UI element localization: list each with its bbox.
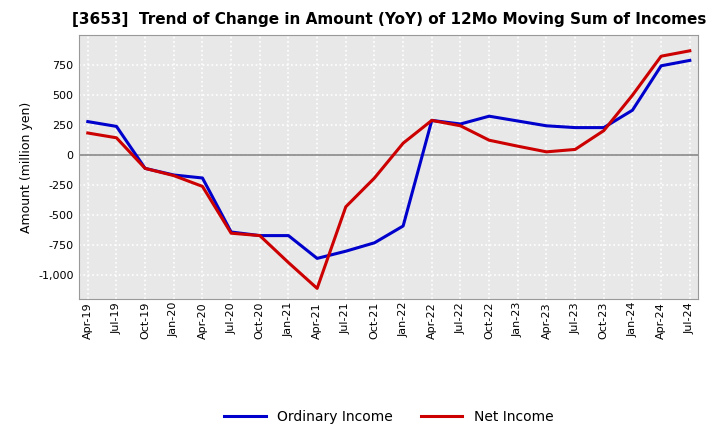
Net Income <box>341 204 350 209</box>
Ordinary Income <box>399 224 408 229</box>
Net Income <box>227 231 235 236</box>
Net Income <box>513 143 522 149</box>
Ordinary Income <box>456 121 465 127</box>
Net Income <box>428 118 436 123</box>
Ordinary Income <box>513 118 522 124</box>
Y-axis label: Amount (million yen): Amount (million yen) <box>19 102 32 233</box>
Title: [3653]  Trend of Change in Amount (YoY) of 12Mo Moving Sum of Incomes: [3653] Trend of Change in Amount (YoY) o… <box>71 12 706 27</box>
Ordinary Income <box>542 123 551 128</box>
Ordinary Income <box>198 176 207 181</box>
Ordinary Income <box>84 119 92 124</box>
Ordinary Income <box>571 125 580 130</box>
Net Income <box>600 128 608 133</box>
Net Income <box>141 166 150 171</box>
Net Income <box>169 173 178 178</box>
Ordinary Income <box>284 233 293 238</box>
Ordinary Income <box>370 240 379 246</box>
Net Income <box>685 48 694 53</box>
Net Income <box>399 140 408 146</box>
Net Income <box>542 149 551 154</box>
Ordinary Income <box>600 125 608 130</box>
Net Income <box>198 184 207 189</box>
Net Income <box>84 130 92 136</box>
Ordinary Income <box>628 107 636 113</box>
Net Income <box>628 92 636 98</box>
Ordinary Income <box>428 118 436 123</box>
Ordinary Income <box>341 249 350 254</box>
Net Income <box>657 54 665 59</box>
Line: Ordinary Income: Ordinary Income <box>88 60 690 258</box>
Net Income <box>370 176 379 181</box>
Ordinary Income <box>141 166 150 171</box>
Net Income <box>256 233 264 238</box>
Net Income <box>485 138 493 143</box>
Ordinary Income <box>256 233 264 238</box>
Ordinary Income <box>312 256 321 261</box>
Net Income <box>456 123 465 128</box>
Ordinary Income <box>112 124 121 129</box>
Ordinary Income <box>485 114 493 119</box>
Net Income <box>312 286 321 291</box>
Ordinary Income <box>169 172 178 178</box>
Legend: Ordinary Income, Net Income: Ordinary Income, Net Income <box>219 404 559 429</box>
Net Income <box>571 147 580 152</box>
Net Income <box>112 135 121 140</box>
Net Income <box>284 260 293 265</box>
Ordinary Income <box>685 58 694 63</box>
Line: Net Income: Net Income <box>88 51 690 288</box>
Ordinary Income <box>657 63 665 69</box>
Ordinary Income <box>227 229 235 235</box>
